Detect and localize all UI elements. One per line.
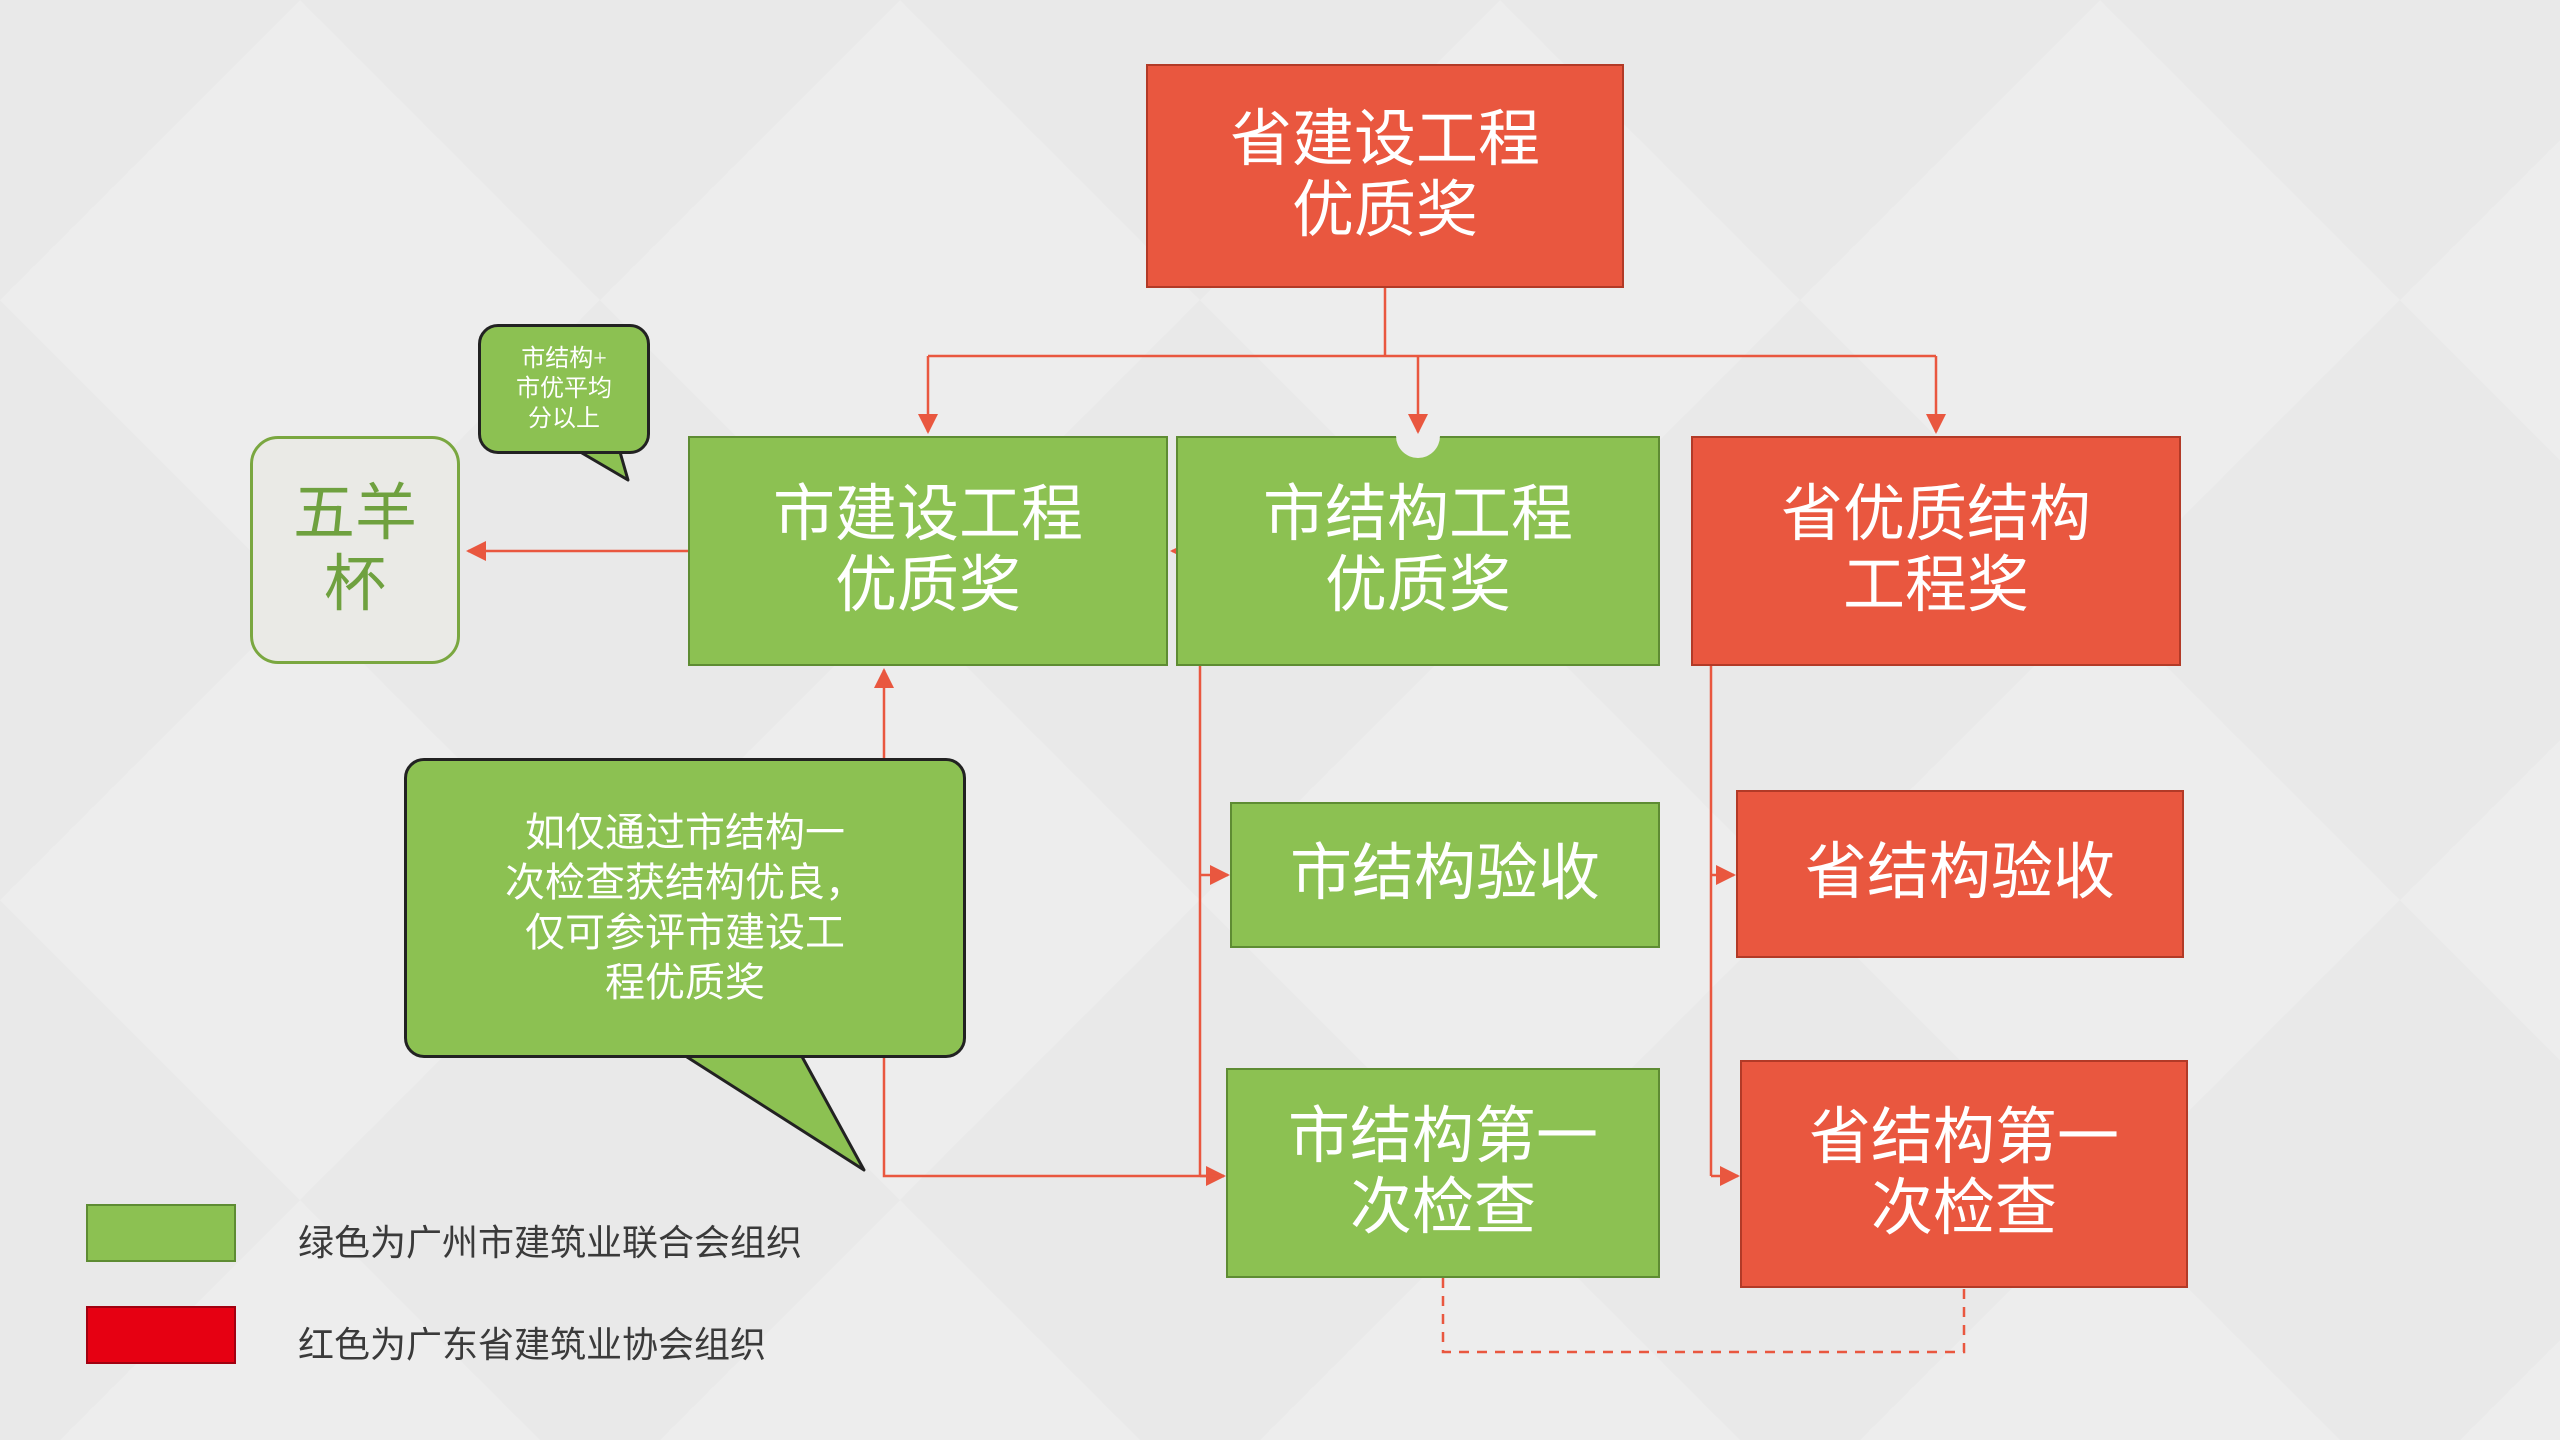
callout-condition-small: 市结构+ 市优平均 分以上 <box>478 324 650 454</box>
node-wuyang-cup: 五羊 杯 <box>250 436 460 664</box>
callout-label: 市结构+ 市优平均 分以上 <box>516 344 612 434</box>
node-label: 市结构工程 优质奖 <box>1263 480 1573 623</box>
node-label: 省结构验收 <box>1805 838 2115 909</box>
node-label: 市结构第一 次检查 <box>1288 1102 1598 1245</box>
node-city-structure-award: 市结构工程 优质奖 <box>1176 436 1660 666</box>
node-province-construction-award: 省建设工程 优质奖 <box>1146 64 1624 288</box>
node-city-structure-acceptance: 市结构验收 <box>1230 802 1660 948</box>
node-label: 五羊 杯 <box>293 479 417 622</box>
node-province-structure-acceptance: 省结构验收 <box>1736 790 2184 958</box>
legend-label-red: 红色为广东省建筑业协会组织 <box>298 1316 766 1368</box>
callout-condition-big: 如仅通过市结构一 次检查获结构优良， 仅可参评市建设工 程优质奖 <box>404 758 966 1058</box>
node-city-structure-first-check: 市结构第一 次检查 <box>1226 1068 1660 1278</box>
node-label: 省结构第一 次检查 <box>1809 1103 2119 1246</box>
legend-swatch-red <box>86 1306 236 1364</box>
node-label: 市建设工程 优质奖 <box>773 480 1083 623</box>
node-city-construction-award: 市建设工程 优质奖 <box>688 436 1168 666</box>
node-province-structure-award: 省优质结构 工程奖 <box>1691 436 2181 666</box>
node-label: 市结构验收 <box>1290 839 1600 910</box>
node-province-structure-first-check: 省结构第一 次检查 <box>1740 1060 2188 1288</box>
node-label: 省优质结构 工程奖 <box>1781 480 2091 623</box>
callout-label: 如仅通过市结构一 次检查获结构优良， 仅可参评市建设工 程优质奖 <box>505 808 865 1008</box>
legend-swatch-green <box>86 1204 236 1262</box>
legend-label-green: 绿色为广州市建筑业联合会组织 <box>298 1214 802 1266</box>
node-label: 省建设工程 优质奖 <box>1230 105 1540 248</box>
